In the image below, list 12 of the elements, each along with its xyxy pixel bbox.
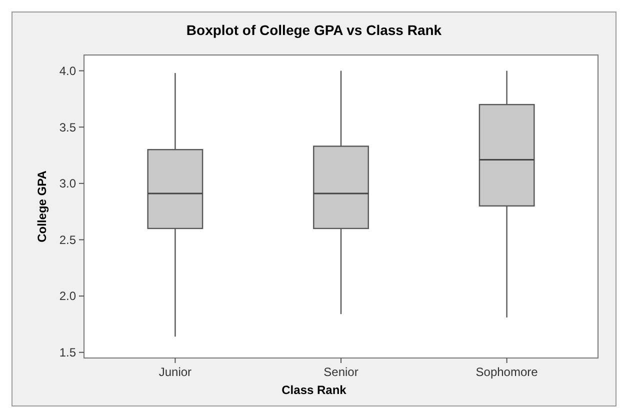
y-axis-title: College GPA xyxy=(35,170,49,242)
y-tick-label: 2.0 xyxy=(59,289,76,304)
x-tick-label: Sophomore xyxy=(476,365,538,379)
y-tick-label: 1.5 xyxy=(59,346,76,360)
x-tick-label: Junior xyxy=(158,365,192,379)
y-tick-label: 2.5 xyxy=(59,232,76,247)
x-tick-label: Senior xyxy=(324,365,358,379)
x-axis-title: Class Rank xyxy=(282,383,347,397)
y-tick-label: 4.0 xyxy=(59,64,76,78)
chart-title: Boxplot of College GPA vs Class Rank xyxy=(186,22,442,38)
y-tick-label: 3.5 xyxy=(59,120,76,134)
y-tick-label: 3.0 xyxy=(59,176,76,191)
